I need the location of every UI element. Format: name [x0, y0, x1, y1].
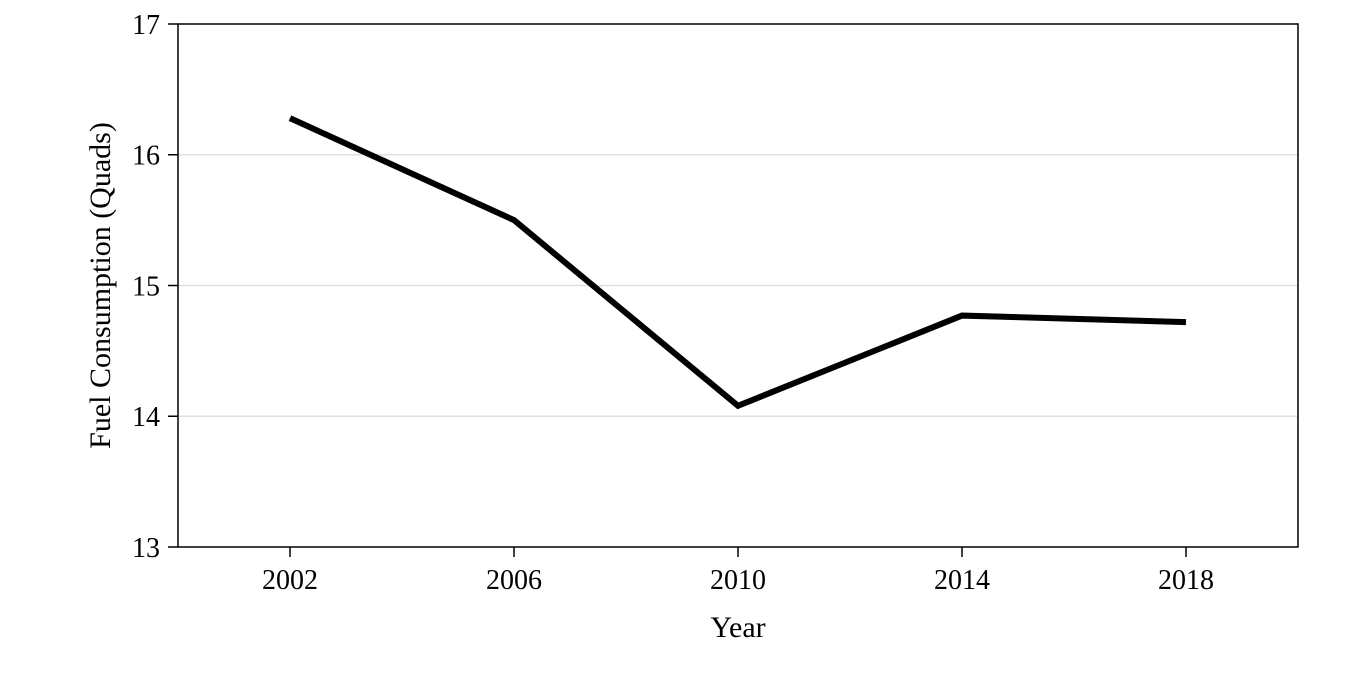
x-tick-label: 2014 — [934, 565, 990, 596]
x-tick-label: 2010 — [710, 565, 766, 596]
y-tick-label: 13 — [132, 533, 160, 564]
fuel-consumption-chart: 2002 2006 2010 2014 2018 13 14 15 16 17 Year Fuel C… — [0, 0, 1350, 697]
y-axis-label: Fuel Consumption (Quads) — [84, 122, 117, 449]
x-tick-label: 2002 — [262, 565, 318, 596]
chart-svg: 2002 2006 2010 2014 2018 13 14 15 16 17 Year Fuel C… — [0, 0, 1350, 697]
y-tick-label: 14 — [132, 402, 160, 433]
x-axis-label: Year — [710, 611, 765, 644]
x-tick-label: 2018 — [1158, 565, 1214, 596]
x-tick-label: 2006 — [486, 565, 542, 596]
y-tick-label: 17 — [132, 10, 160, 41]
y-tick-label: 16 — [132, 141, 160, 172]
y-tick-label: 15 — [132, 271, 160, 302]
